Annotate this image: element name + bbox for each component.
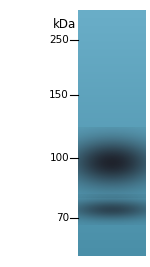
Text: 150: 150 <box>49 90 69 100</box>
Text: kDa: kDa <box>53 18 76 31</box>
Text: 70: 70 <box>56 213 69 223</box>
Text: 100: 100 <box>49 153 69 163</box>
Text: 250: 250 <box>49 35 69 45</box>
